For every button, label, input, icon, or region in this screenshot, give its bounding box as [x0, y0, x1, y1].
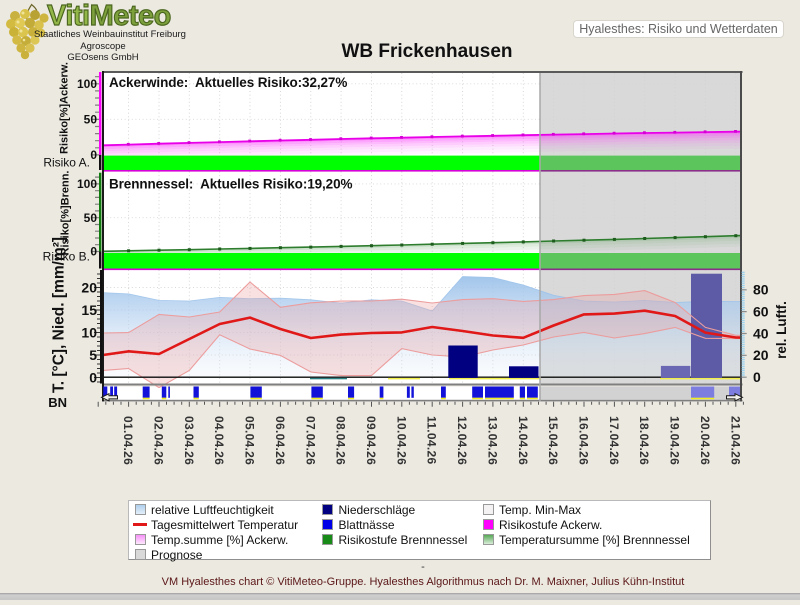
- svg-text:Brennnessel: Aktuelles Risiko: Brennnessel: Aktuelles Risiko:19,20%: [109, 176, 352, 191]
- svg-text:Risiko[%]Brenn.: Risiko[%]Brenn.: [60, 171, 72, 256]
- svg-text:50: 50: [84, 211, 98, 225]
- svg-text:12.04.26: 12.04.26: [455, 416, 469, 465]
- svg-text:Risiko A.: Risiko A.: [43, 156, 90, 170]
- svg-text:02.04.26: 02.04.26: [152, 416, 166, 465]
- svg-text:01.04.26: 01.04.26: [121, 416, 135, 465]
- svg-text:15: 15: [81, 302, 97, 318]
- svg-text:17.04.26: 17.04.26: [607, 416, 621, 465]
- svg-text:BN: BN: [48, 395, 67, 410]
- svg-text:Risiko B.: Risiko B.: [43, 250, 90, 264]
- svg-text:0: 0: [90, 148, 97, 162]
- svg-text:0: 0: [89, 369, 97, 385]
- svg-text:0: 0: [90, 245, 97, 259]
- svg-text:5: 5: [89, 347, 97, 363]
- svg-text:04.04.26: 04.04.26: [212, 416, 226, 465]
- svg-text:06.04.26: 06.04.26: [273, 416, 287, 465]
- svg-text:100: 100: [77, 77, 97, 91]
- svg-text:18.04.26: 18.04.26: [637, 416, 651, 465]
- svg-text:05.04.26: 05.04.26: [243, 416, 257, 465]
- svg-text:40: 40: [753, 325, 769, 341]
- svg-text:Ackerwinde: Aktuelles Risiko:: Ackerwinde: Aktuelles Risiko:32,27%: [109, 75, 347, 90]
- svg-text:rel. Luftf.: rel. Luftf.: [774, 301, 789, 359]
- svg-text:Risiko[%]Ackerw.: Risiko[%]Ackerw.: [59, 62, 71, 154]
- svg-text:07.04.26: 07.04.26: [303, 416, 317, 465]
- svg-text:15.04.26: 15.04.26: [546, 416, 560, 465]
- svg-text:10.04.26: 10.04.26: [394, 416, 408, 465]
- svg-text:50: 50: [84, 113, 98, 127]
- svg-text:10: 10: [81, 324, 97, 340]
- svg-text:13.04.26: 13.04.26: [485, 416, 499, 465]
- svg-text:T. [°C], Nied. [mm/m²]: T. [°C], Nied. [mm/m²]: [51, 237, 68, 393]
- svg-text:20.04.26: 20.04.26: [698, 416, 712, 465]
- svg-text:16.04.26: 16.04.26: [577, 416, 591, 465]
- svg-text:0: 0: [753, 369, 761, 385]
- svg-text:100: 100: [77, 177, 97, 191]
- svg-text:21.04.26: 21.04.26: [728, 416, 742, 465]
- svg-text:09.04.26: 09.04.26: [364, 416, 378, 465]
- svg-text:19.04.26: 19.04.26: [668, 416, 682, 465]
- svg-text:03.04.26: 03.04.26: [182, 416, 196, 465]
- svg-text:14.04.26: 14.04.26: [516, 416, 530, 465]
- svg-text:20: 20: [753, 347, 769, 363]
- svg-text:60: 60: [753, 303, 769, 319]
- svg-text:08.04.26: 08.04.26: [334, 416, 348, 465]
- svg-text:20: 20: [81, 279, 97, 295]
- svg-text:11.04.26: 11.04.26: [425, 416, 439, 464]
- svg-text:80: 80: [753, 282, 769, 298]
